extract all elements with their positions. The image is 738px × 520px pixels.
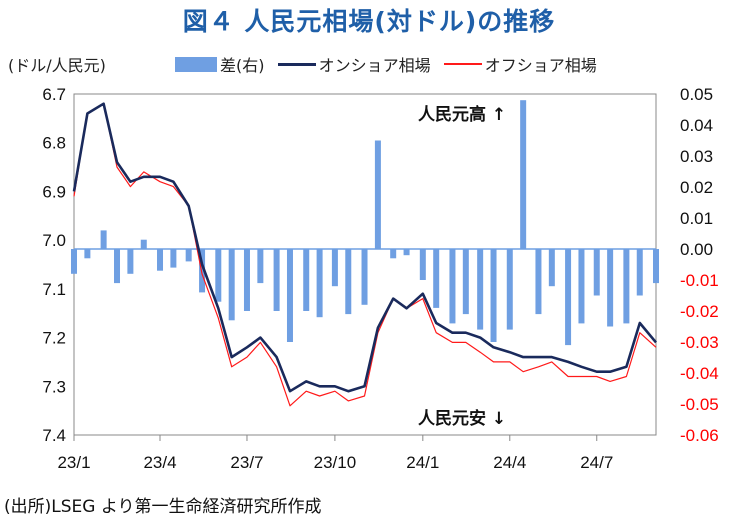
- x-tick-label: 23/1: [57, 453, 90, 472]
- source-note: (出所)LSEG より第一生命経済研究所作成: [4, 497, 322, 517]
- diff-bar: [157, 249, 164, 271]
- diff-bar: [361, 249, 368, 305]
- x-tick-label: 24/4: [493, 453, 526, 472]
- legend-label-diff: 差(右): [220, 56, 265, 75]
- diff-bar: [345, 249, 352, 315]
- diff-bar: [84, 249, 91, 259]
- y-left-tick-label: 7.1: [42, 280, 66, 299]
- diff-bar: [374, 140, 381, 249]
- x-tick-label: 24/7: [580, 453, 613, 472]
- diff-bar: [286, 249, 293, 342]
- diff-bar: [403, 249, 410, 256]
- diff-bar: [520, 100, 527, 249]
- diff-bar: [215, 249, 222, 302]
- y-right-tick-label: -0.03: [680, 333, 719, 352]
- x-tick-label: 23/7: [230, 453, 263, 472]
- y-right-tick-label: 0.03: [680, 147, 713, 166]
- diff-bar: [433, 249, 440, 308]
- diff-bar: [170, 249, 177, 268]
- legend-label-offshore: オフショア相場: [484, 56, 597, 75]
- diff-bar: [653, 249, 659, 284]
- diff-bar: [623, 249, 630, 324]
- diff-bar: [535, 249, 542, 315]
- x-tick-label: 23/4: [143, 453, 176, 472]
- legend-swatch-onshore: [277, 62, 316, 66]
- diff-bar: [199, 249, 206, 293]
- y-right-tick-label: -0.05: [680, 395, 719, 414]
- y-left-tick-label: 6.7: [42, 85, 66, 104]
- legend-swatch-diff: [175, 56, 217, 72]
- diff-bar: [506, 249, 513, 330]
- left-axis-unit: (ドル/人民元): [8, 56, 106, 75]
- y-right-tick-label: 0.02: [680, 178, 713, 197]
- diff-bar: [419, 249, 426, 280]
- x-tick-label: 23/10: [314, 453, 357, 472]
- annotation-up: 人民元高 ↑: [418, 104, 506, 125]
- diff-bar: [316, 249, 323, 318]
- legend-swatch-offshore: [443, 63, 482, 65]
- chart-canvas: 6.7 6.8 6.9 7.0 7.1 7.2 7.3 7.4 0.05 0.04 0.03 0.02…: [42, 85, 719, 472]
- onshore-line: [72, 102, 657, 393]
- diff-bar: [462, 249, 469, 315]
- diff-bar: [100, 230, 107, 249]
- diff-bar: [140, 239, 147, 249]
- diff-bar: [477, 249, 484, 330]
- diff-bar: [565, 249, 572, 346]
- diff-bar: [593, 249, 600, 296]
- diff-bar: [490, 249, 497, 342]
- y-right-tick-label: -0.01: [680, 271, 719, 290]
- y-left-tick-label: 7.4: [42, 426, 66, 445]
- diff-bar: [114, 249, 121, 284]
- diff-bar: [228, 249, 235, 321]
- y-left-tick-label: 7.0: [42, 231, 66, 250]
- chart-title: 図４ 人民元相場(対ドル)の推移: [182, 7, 556, 36]
- y-right-tick-label: 0.05: [680, 85, 713, 104]
- y-right-tick-label: -0.06: [680, 426, 719, 445]
- y-left-tick-label: 7.3: [42, 377, 66, 396]
- diff-bar: [243, 249, 250, 311]
- diff-bar: [127, 249, 134, 274]
- y-right-tick-label: 0.04: [680, 116, 713, 135]
- legend: 差(右) オンショア相場 オフショア相場: [175, 52, 597, 76]
- y-left-tick-label: 6.9: [42, 182, 66, 201]
- diff-bar: [273, 249, 280, 311]
- legend-label-onshore: オンショア相場: [318, 56, 431, 75]
- diff-bar: [636, 249, 643, 296]
- diff-bar: [449, 249, 456, 324]
- diff-bar: [548, 249, 555, 287]
- diff-bar: [331, 249, 338, 287]
- diff-bar: [185, 249, 192, 262]
- diff-bar: [303, 249, 310, 311]
- diff-bar: [390, 249, 397, 259]
- y-right-tick-label: 0.01: [680, 209, 713, 228]
- y-right-tick-label: 0.00: [680, 240, 713, 259]
- y-left-tick-label: 6.8: [42, 134, 66, 153]
- y-left-tick-label: 7.2: [42, 329, 66, 348]
- offshore-line: [73, 103, 657, 407]
- y-right-tick-label: -0.02: [680, 302, 719, 321]
- diff-bar: [578, 249, 585, 324]
- diff-bar: [71, 249, 77, 274]
- diff-bar: [607, 249, 614, 327]
- x-tick-label: 24/1: [406, 453, 439, 472]
- diff-bar: [257, 249, 264, 284]
- y-right-tick-label: -0.04: [680, 364, 719, 383]
- annotation-down: 人民元安 ↓: [418, 408, 506, 429]
